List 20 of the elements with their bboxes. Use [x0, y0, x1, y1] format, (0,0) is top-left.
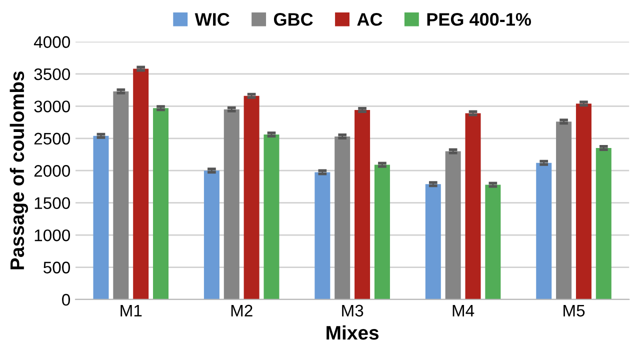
y-axis-title: Passage of coulombs: [10, 71, 28, 270]
y-tick-label: 3500: [34, 68, 70, 80]
legend-label: PEG 400-1%: [427, 13, 532, 26]
legend-label: GBC: [274, 13, 313, 26]
y-tick-label: 4000: [34, 36, 70, 48]
legend-label: WIC: [194, 13, 230, 26]
y-tick-label: 500: [44, 262, 70, 274]
y-tick-label: 1500: [34, 197, 70, 210]
y-tick-label: 1000: [34, 229, 70, 242]
x-tick-label: M1: [120, 304, 142, 316]
x-tick-label: M2: [231, 304, 252, 316]
x-tick-label: M4: [452, 304, 474, 316]
y-tick-label: 0: [62, 294, 70, 306]
y-tick-label: 2000: [34, 165, 70, 177]
y-tick-label: 2500: [34, 132, 70, 145]
y-tick-label: 3000: [34, 100, 70, 112]
x-tick-label: M3: [342, 304, 364, 317]
legend-label: AC: [357, 13, 382, 26]
x-tick-label: M5: [564, 304, 585, 317]
x-axis-title: Mixes: [326, 325, 379, 340]
